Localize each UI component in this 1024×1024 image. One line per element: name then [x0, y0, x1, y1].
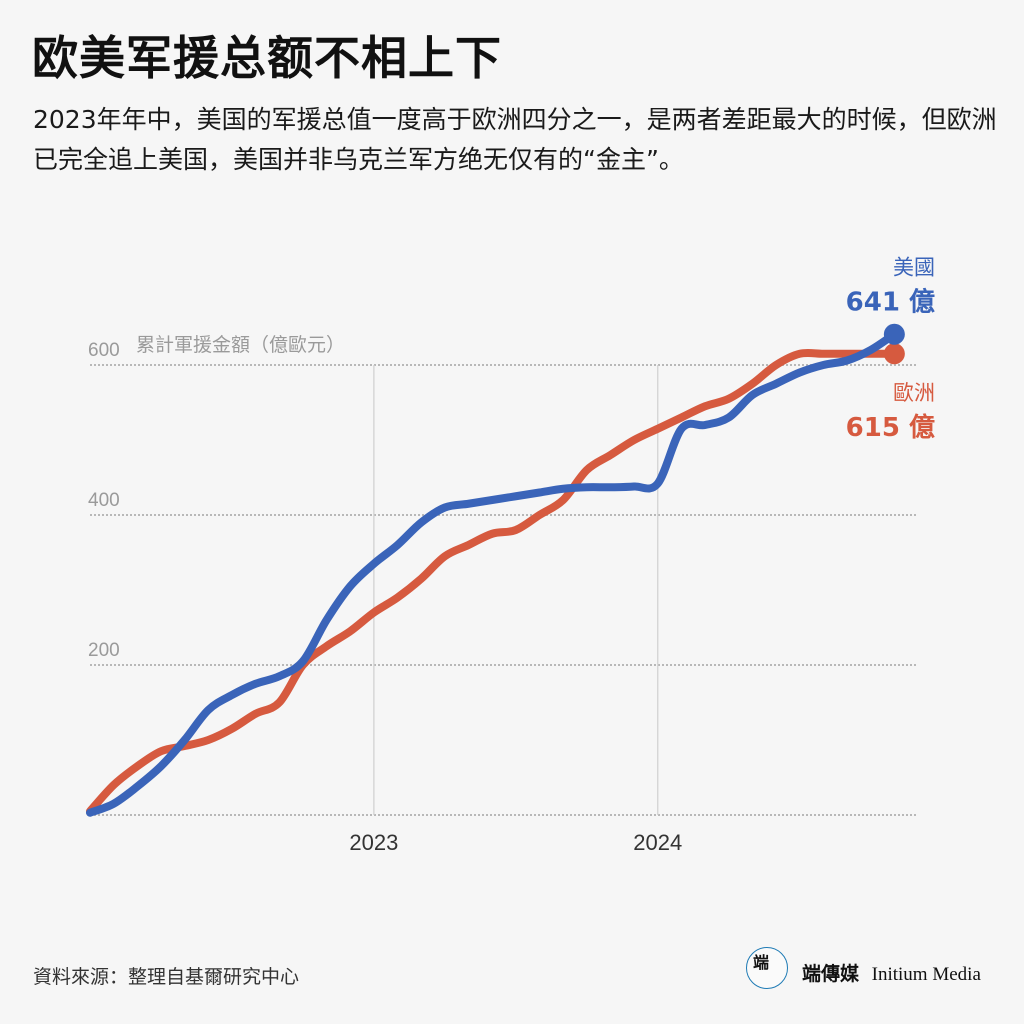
y-tick-label: 200	[88, 640, 120, 661]
logo-chinese-name: 端傳媒	[802, 963, 860, 985]
chart-title: 欧美军援总额不相上下	[32, 31, 502, 85]
source-note: 資料來源：整理自基爾研究中心	[33, 966, 300, 988]
chart-subtitle: 2023年年中，美国的军援总值一度高于欧洲四分之一，是两者差距最大的时候，但欧洲…	[33, 105, 997, 174]
logo-wordmark: 端傳媒 Initium Media	[802, 959, 981, 986]
series-value-eu: 615 億	[846, 413, 935, 443]
axis-layer: 200 400 600 累計軍援金額（億歐元） 2023 2024	[88, 334, 682, 855]
logo-english-name: Initium Media	[871, 964, 981, 985]
series-name-us: 美國	[893, 255, 935, 279]
logo-mark: 端	[753, 953, 770, 972]
label-layer: 美國 641 億歐洲 615 億	[846, 255, 935, 443]
series-end-point-eu	[883, 343, 905, 365]
series-layer	[86, 323, 905, 817]
x-tick-label: 2023	[349, 830, 398, 855]
y-tick-label: 600	[88, 340, 120, 361]
series-line-eu	[86, 348, 899, 816]
series-line-us	[86, 330, 899, 817]
series-name-eu: 歐洲	[893, 381, 935, 405]
y-unit-label: 累計軍援金額（億歐元）	[136, 334, 345, 356]
y-tick-label: 400	[88, 490, 120, 511]
logo-icon: 端	[746, 947, 788, 989]
series-end-point-us	[883, 323, 905, 345]
brand-logo[interactable]: 端 端傳媒 Initium Media	[746, 945, 1006, 999]
x-tick-label: 2024	[633, 830, 682, 855]
grid-layer	[90, 364, 918, 816]
series-value-us: 641 億	[846, 287, 935, 317]
